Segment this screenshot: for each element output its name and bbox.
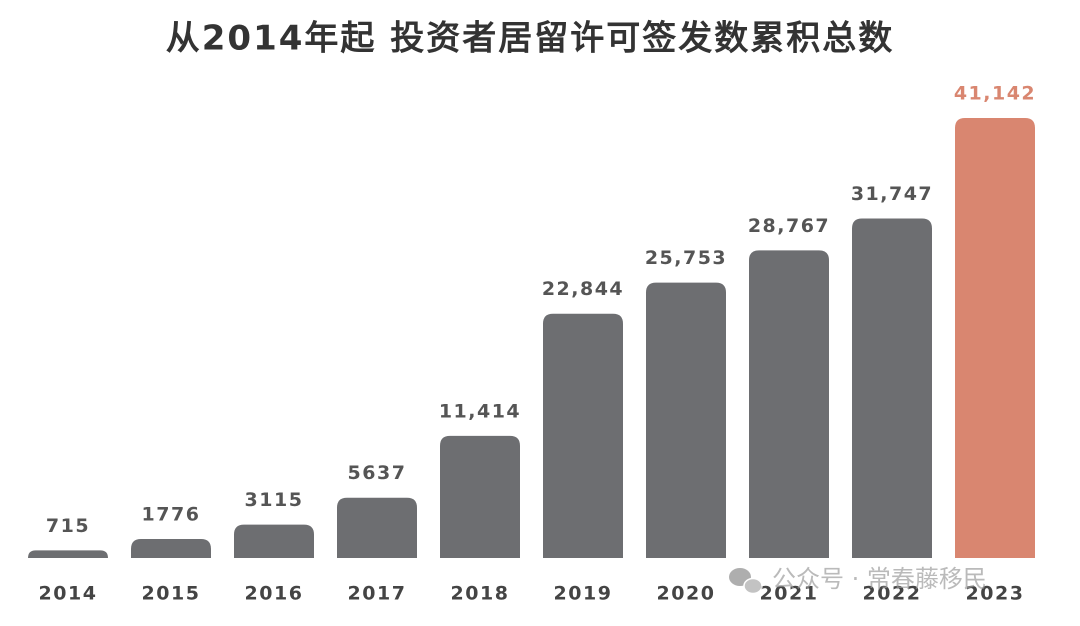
bar xyxy=(749,250,829,559)
x-tick-label: 2022 xyxy=(863,583,922,605)
data-label: 5637 xyxy=(348,462,407,484)
data-label: 11,414 xyxy=(439,400,521,422)
bar xyxy=(131,539,211,558)
bar xyxy=(28,550,108,558)
bar xyxy=(852,218,932,559)
x-tick-label: 2019 xyxy=(554,583,613,605)
data-label: 22,844 xyxy=(542,278,624,300)
x-tick-label: 2015 xyxy=(142,583,201,605)
x-tick-label: 2021 xyxy=(760,583,819,605)
data-label: 1776 xyxy=(142,504,201,526)
bar xyxy=(440,435,520,558)
bar xyxy=(337,497,417,558)
x-tick-label: 2017 xyxy=(348,583,407,605)
bars: 715 2014 1776 2015 3115 2016 5637 2017 11,414 201… xyxy=(28,83,1036,605)
x-tick-label: 2020 xyxy=(657,583,716,605)
bar xyxy=(543,313,623,558)
watermark-text: 公众号 · 常春藤移民 xyxy=(772,565,987,593)
x-tick-label: 2014 xyxy=(39,583,98,605)
bar xyxy=(646,282,726,558)
bar xyxy=(955,118,1035,558)
data-label: 41,142 xyxy=(954,83,1036,105)
data-label: 31,747 xyxy=(851,183,933,205)
watermark: 公众号 · 常春藤移民 xyxy=(729,565,987,595)
x-tick-label: 2016 xyxy=(245,583,304,605)
wechat-icon xyxy=(743,577,763,595)
chart-title: 从2014年起 投资者居留许可签发数累积总数 xyxy=(166,19,894,59)
data-label: 28,767 xyxy=(748,215,830,237)
x-tick-label: 2023 xyxy=(966,583,1025,605)
data-label: 3115 xyxy=(245,489,304,511)
bar xyxy=(234,524,314,558)
x-tick-label: 2018 xyxy=(451,583,510,605)
data-label: 25,753 xyxy=(645,247,727,269)
data-label: 715 xyxy=(46,515,90,537)
